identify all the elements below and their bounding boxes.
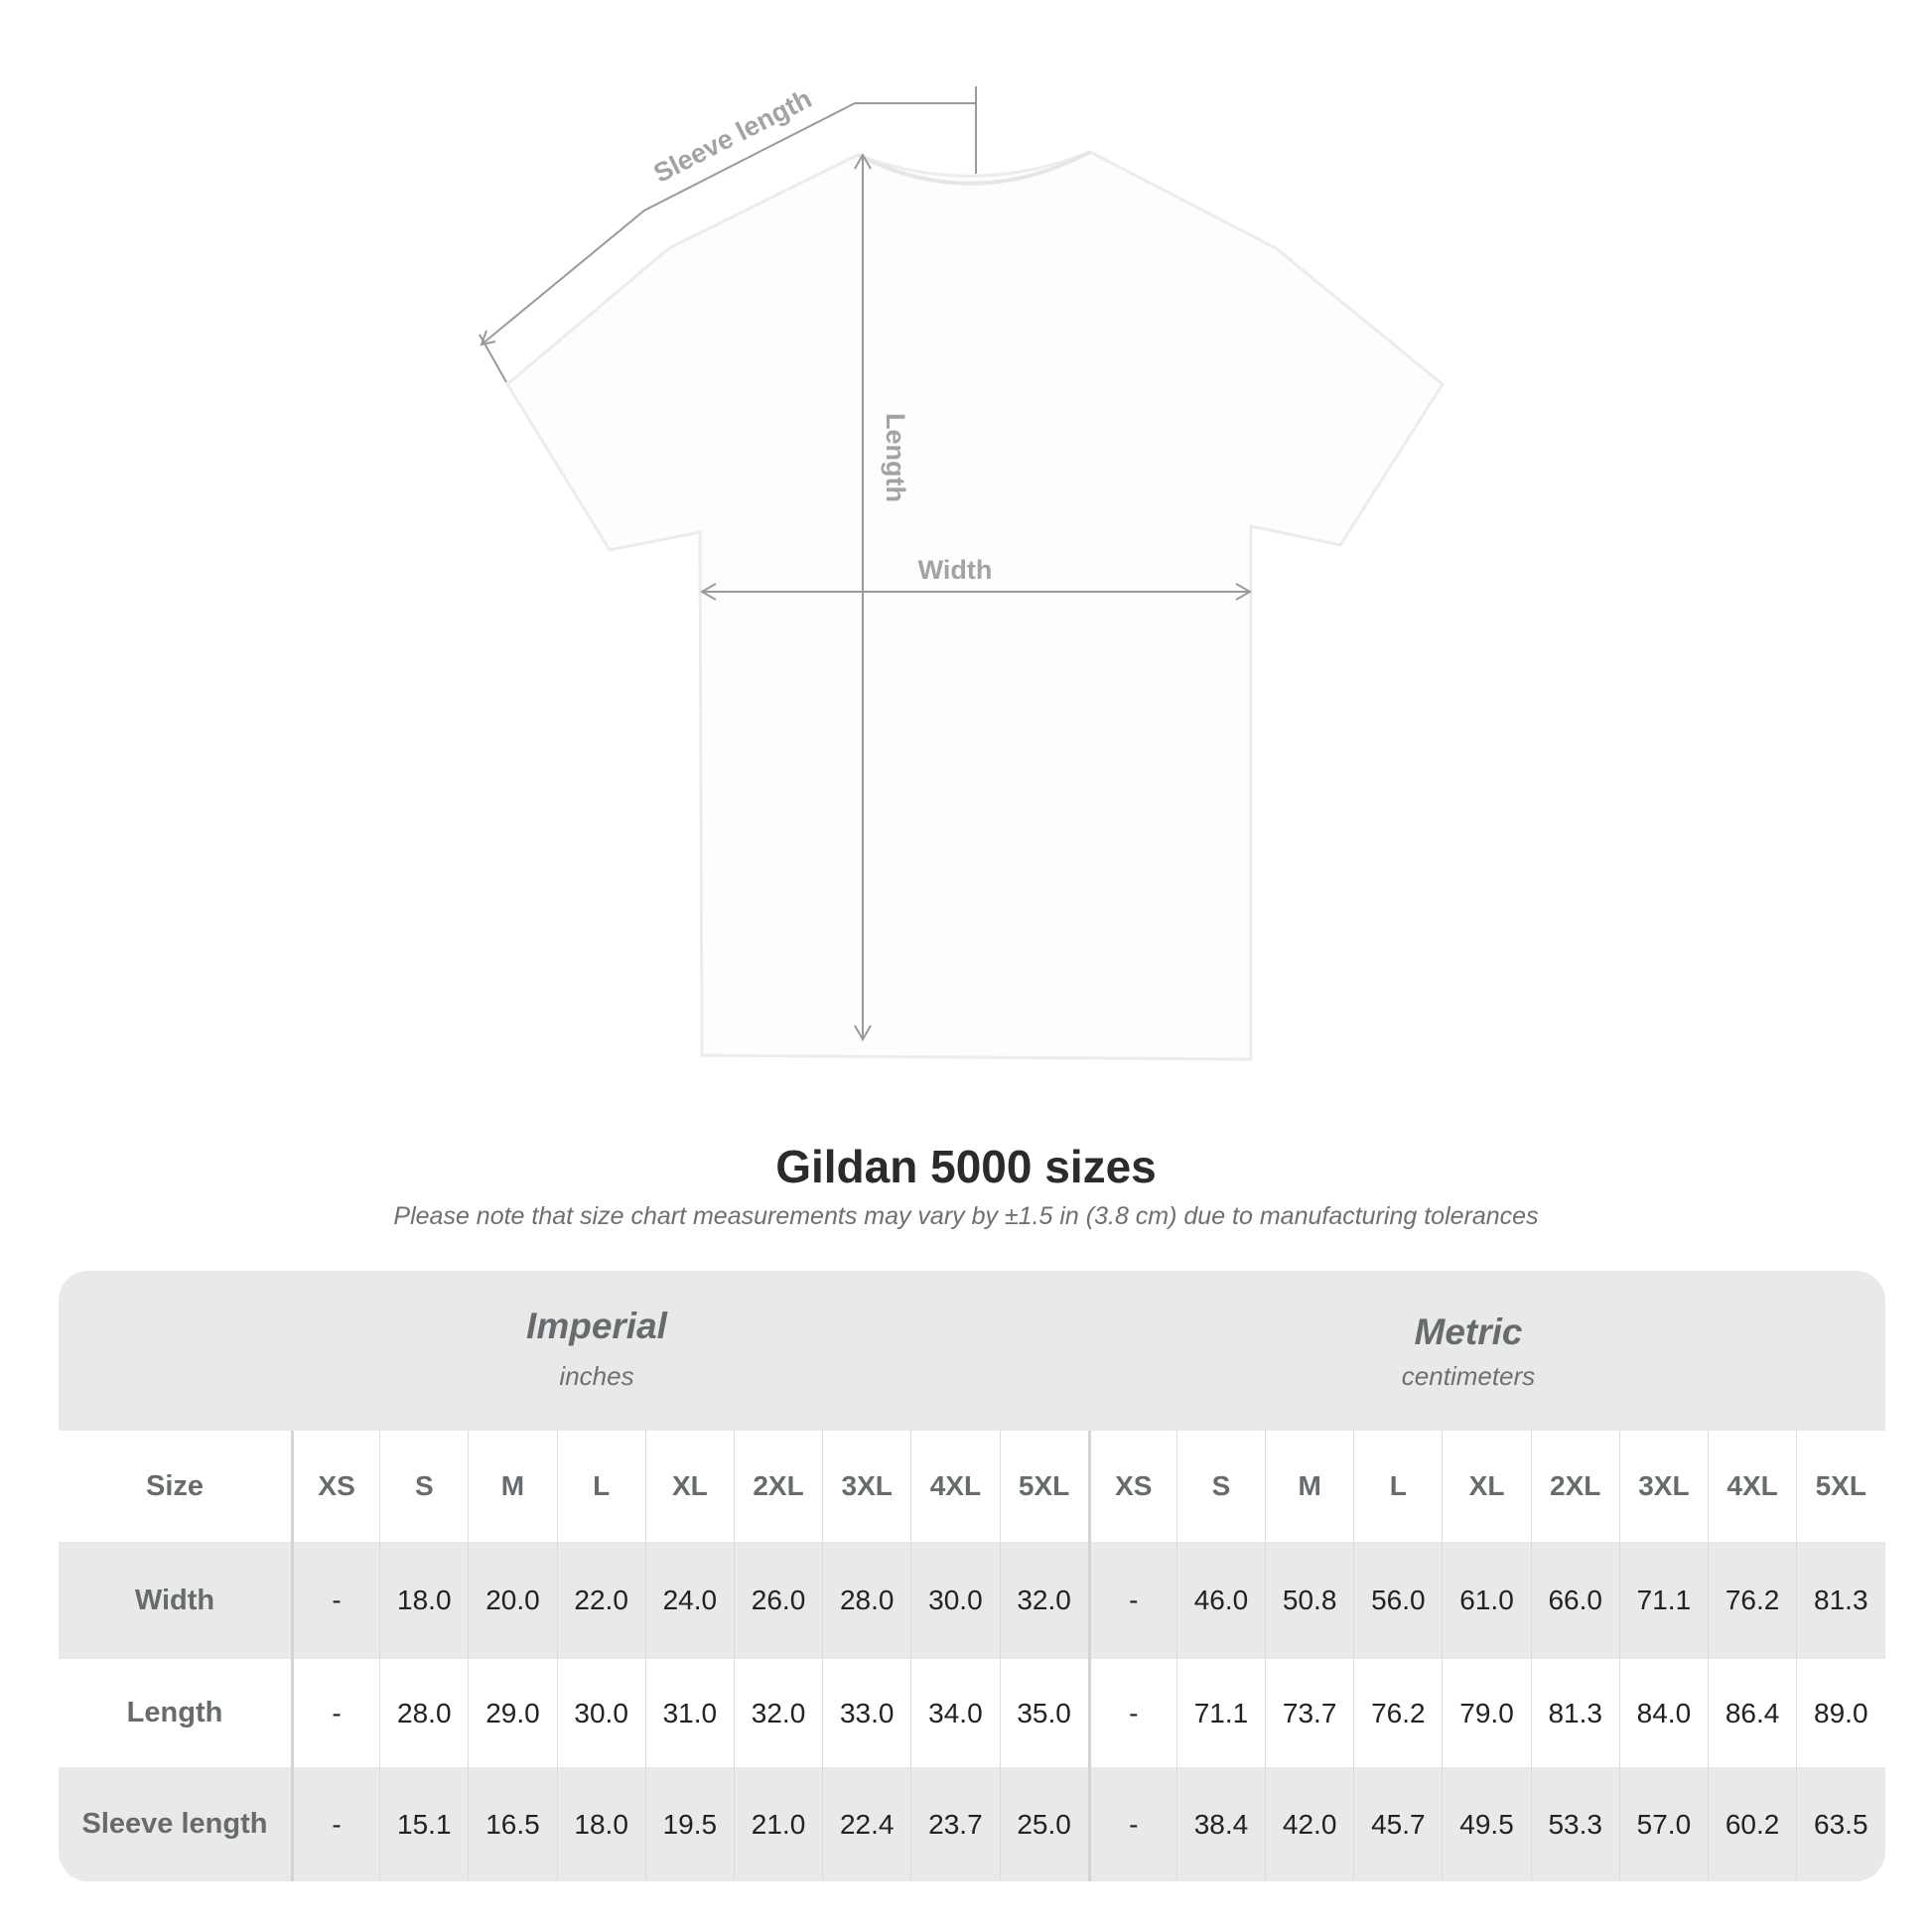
imperial-size-5xl: 5XL	[999, 1431, 1088, 1542]
metric-value-cell: 60.2	[1708, 1767, 1796, 1881]
metric-value-cell: 46.0	[1175, 1542, 1265, 1659]
size-header-label: Size	[145, 1469, 205, 1502]
imperial-value-cell: 22.4	[822, 1767, 910, 1881]
chart-title: Gildan 5000 sizes	[775, 1141, 1157, 1192]
imperial-value-cell: 33.0	[822, 1659, 910, 1767]
metric-size-2xl: 2XL	[1530, 1431, 1619, 1542]
imperial-value-cell: 19.5	[644, 1767, 734, 1881]
metric-value-cell: 71.1	[1618, 1542, 1708, 1659]
imperial-header: Imperial inches	[299, 1306, 895, 1392]
imperial-value-cell: 28.0	[822, 1542, 910, 1659]
metric-value-cell: 63.5	[1796, 1767, 1884, 1881]
imperial-value-cell: 16.5	[468, 1767, 556, 1881]
metric-header: Metric centimeters	[1171, 1311, 1766, 1392]
metric-value-cell: 61.0	[1442, 1542, 1530, 1659]
metric-value-cell: 76.2	[1353, 1659, 1442, 1767]
imperial-value-cell: 32.0	[733, 1659, 822, 1767]
imperial-value-cell: 15.1	[379, 1767, 468, 1881]
metric-value-cell: -	[1087, 1659, 1176, 1767]
imperial-value-cell: 31.0	[644, 1659, 734, 1767]
imperial-unit: inches	[559, 1361, 634, 1391]
metric-value-cell: 79.0	[1442, 1659, 1530, 1767]
metric-value-cell: -	[1087, 1542, 1176, 1659]
imperial-size-m: M	[468, 1431, 556, 1542]
imperial-size-4xl: 4XL	[910, 1431, 999, 1542]
imperial-value-cell: 30.0	[556, 1659, 645, 1767]
metric-size-4xl: 4XL	[1708, 1431, 1796, 1542]
metric-value-cell: 50.8	[1265, 1542, 1353, 1659]
imperial-size-s: S	[379, 1431, 468, 1542]
metric-size-l: L	[1353, 1431, 1442, 1542]
imperial-value-cell: 25.0	[999, 1767, 1088, 1881]
imperial-value-cell: 28.0	[379, 1659, 468, 1767]
metric-value-cell: -	[1087, 1767, 1176, 1881]
unit-header-band	[59, 1271, 1885, 1431]
imperial-value-cell: 35.0	[999, 1659, 1088, 1767]
metric-size-5xl: 5XL	[1796, 1431, 1884, 1542]
metric-size-m: M	[1265, 1431, 1353, 1542]
tshirt-shape	[505, 150, 1445, 1061]
imperial-value-cell: 20.0	[468, 1542, 556, 1659]
imperial-value-cell: 32.0	[999, 1542, 1088, 1659]
metric-value-cell: 81.3	[1796, 1542, 1884, 1659]
table-row: Width -18.0 20.0 22.0 24.0 26.0 28.0 30.0 32.0-4…	[59, 1542, 1885, 1659]
imperial-value-cell: 24.0	[644, 1542, 734, 1659]
row-label: Sleeve length	[81, 1808, 268, 1840]
metric-value-cell: 89.0	[1796, 1659, 1884, 1767]
metric-value-cell: 49.5	[1442, 1767, 1530, 1881]
imperial-value-cell: 21.0	[733, 1767, 822, 1881]
imperial-value-cell: 29.0	[468, 1659, 556, 1767]
imperial-size-xl: XL	[644, 1431, 734, 1542]
imperial-value-cell: -	[291, 1767, 379, 1881]
metric-size-3xl: 3XL	[1618, 1431, 1708, 1542]
size-table: Imperial inches Metric centimeters Size X…	[59, 1271, 1885, 1881]
imperial-value-cell: -	[291, 1542, 379, 1659]
metric-size-xs: XS	[1087, 1431, 1176, 1542]
imperial-size-3xl: 3XL	[822, 1431, 910, 1542]
imperial-value-cell: 26.0	[733, 1542, 822, 1659]
imperial-value-cell: 30.0	[910, 1542, 999, 1659]
imperial-value-cell: 18.0	[556, 1767, 645, 1881]
metric-value-cell: 53.3	[1530, 1767, 1619, 1881]
measure-lines	[479, 86, 1253, 1042]
metric-value-cell: 81.3	[1530, 1659, 1619, 1767]
imperial-size-l: L	[556, 1431, 645, 1542]
metric-value-cell: 42.0	[1265, 1767, 1353, 1881]
imperial-title: Imperial	[526, 1306, 667, 1346]
imperial-value-cell: 22.0	[556, 1542, 645, 1659]
imperial-value-cell: 18.0	[379, 1542, 468, 1659]
metric-value-cell: 57.0	[1618, 1767, 1708, 1881]
imperial-value-cell: -	[291, 1659, 379, 1767]
table-row: Length -28.0 29.0 30.0 31.0 32.0 33.0 34.0 35.0-…	[59, 1659, 1885, 1767]
metric-size-xl: XL	[1442, 1431, 1530, 1542]
width-label: Width	[918, 555, 993, 585]
metric-value-cell: 86.4	[1708, 1659, 1796, 1767]
metric-value-cell: 76.2	[1708, 1542, 1796, 1659]
tolerance-note: Please note that size chart measurements…	[393, 1202, 1539, 1230]
metric-unit: centimeters	[1401, 1361, 1536, 1391]
imperial-size-xs: XS	[291, 1431, 379, 1542]
metric-value-cell: 56.0	[1353, 1542, 1442, 1659]
metric-value-cell: 84.0	[1618, 1659, 1708, 1767]
row-label: Length	[126, 1697, 223, 1728]
length-label: Length	[881, 413, 910, 502]
metric-value-cell: 38.4	[1175, 1767, 1265, 1881]
metric-value-cell: 66.0	[1530, 1542, 1619, 1659]
imperial-value-cell: 23.7	[910, 1767, 999, 1881]
size-header-row: Size XS S M L XL 2XL 3XL 4XL 5XL XS S M L XL 2XL 3XL 4XL 5…	[59, 1431, 1885, 1542]
tshirt-diagram: Sleeve length Length Width	[479, 83, 1445, 1061]
metric-size-s: S	[1175, 1431, 1265, 1542]
metric-value-cell: 73.7	[1265, 1659, 1353, 1767]
imperial-value-cell: 34.0	[910, 1659, 999, 1767]
metric-value-cell: 45.7	[1353, 1767, 1442, 1881]
metric-title: Metric	[1414, 1311, 1523, 1352]
metric-value-cell: 71.1	[1175, 1659, 1265, 1767]
row-label: Width	[134, 1584, 215, 1616]
sleeve-arrow	[481, 102, 976, 345]
table-row: Sleeve length -15.1 16.5 18.0 19.5 21.0 22.4 23…	[59, 1767, 1885, 1881]
imperial-size-2xl: 2XL	[733, 1431, 822, 1542]
